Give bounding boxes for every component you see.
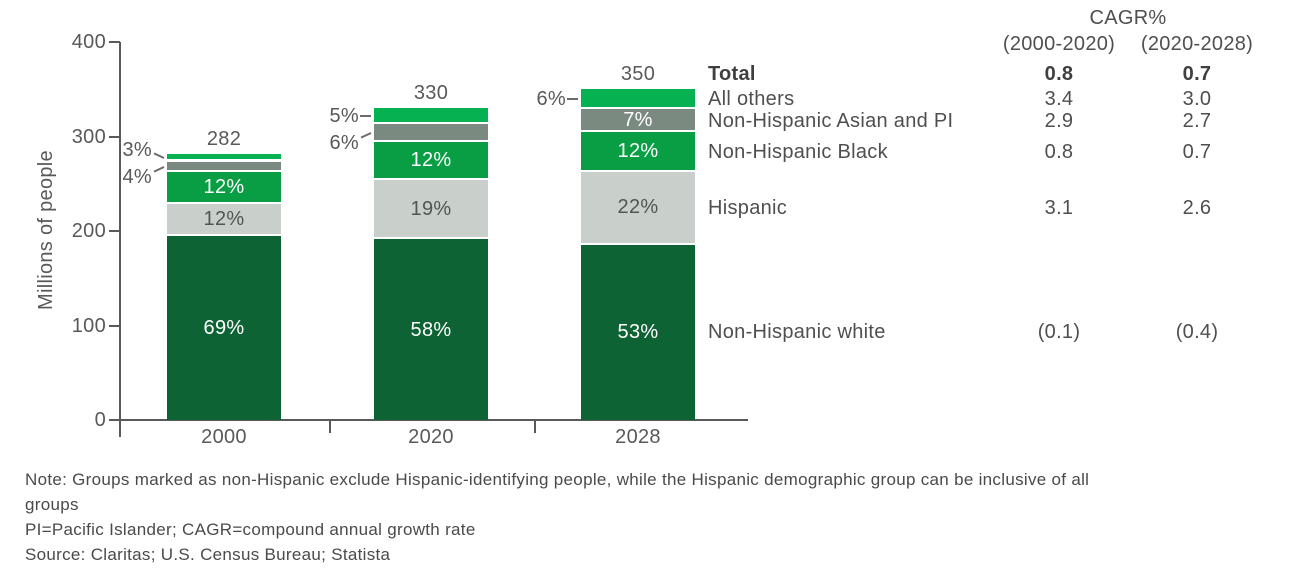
cagr-column-header-2020-2028: (2020-2028) <box>1140 33 1254 55</box>
cagr-value-2000-2020: 0.8 <box>1044 63 1074 86</box>
bar-segment-percent-label: 53% <box>617 321 659 344</box>
bar-segment-2000-non-hispanic-white: 69% <box>167 236 281 420</box>
x-axis-category-label: 2000 <box>201 426 247 448</box>
cagr-table-title: CAGR% <box>1089 7 1167 29</box>
bar-segment-percent-label: 12% <box>410 149 452 172</box>
cagr-row-label: Non-Hispanic Black <box>708 141 888 164</box>
x-axis-tick <box>329 421 331 433</box>
cagr-value-2020-2028: 2.6 <box>1182 197 1212 220</box>
y-axis-tick-label: 0 <box>94 409 106 431</box>
label-leader-line <box>153 151 165 159</box>
bar-segment-percent-label: 12% <box>617 140 659 163</box>
bar-segment-2028-hispanic: 22% <box>581 171 695 245</box>
cagr-value-2000-2020: (0.1) <box>1037 321 1081 344</box>
cagr-value-2020-2028: 3.0 <box>1182 88 1212 111</box>
label-leader-line <box>567 98 578 101</box>
cagr-value-2020-2028: 0.7 <box>1182 141 1212 164</box>
y-axis-tick <box>109 41 120 43</box>
bar-segment-2020-non-hispanic-asian-and-pi <box>374 123 488 143</box>
cagr-row-label: Non-Hispanic white <box>708 321 886 344</box>
bar-segment-2028-all-others <box>581 89 695 110</box>
footnote-line: Source: Claritas; U.S. Census Bureau; St… <box>25 545 391 564</box>
bar-segment-percent-label: 19% <box>410 197 452 220</box>
y-axis-tick <box>109 419 120 421</box>
bar-segment-percent-label-outside: 6% <box>536 88 566 111</box>
bar-segment-2028-non-hispanic-asian-and-pi: 7% <box>581 108 695 133</box>
bar-segment-2000-non-hispanic-asian-and-pi <box>167 161 281 173</box>
y-axis-tick-label: 400 <box>71 31 106 53</box>
label-leader-line <box>360 132 372 139</box>
x-axis-line <box>119 419 748 421</box>
x-axis-category-label: 2028 <box>615 426 661 448</box>
bar-segment-percent-label: 7% <box>623 108 653 131</box>
y-axis-tick <box>109 230 120 232</box>
y-axis-tick-label: 100 <box>71 314 106 337</box>
bar-segment-percent-label-outside: 5% <box>329 104 359 127</box>
cagr-value-2000-2020: 2.9 <box>1044 109 1074 132</box>
cagr-column-header-2000-2020: (2000-2020) <box>1002 33 1116 55</box>
y-axis-tick <box>109 135 120 138</box>
y-axis-line <box>119 42 121 437</box>
bar-segment-percent-label-outside: 6% <box>329 132 359 155</box>
footnote-line: PI=Pacific Islander; CAGR=compound annua… <box>25 520 476 539</box>
cagr-value-2000-2020: 3.4 <box>1044 88 1074 111</box>
bar-segment-2028-non-hispanic-white: 53% <box>581 244 695 420</box>
bar-segment-percent-label: 12% <box>203 176 245 199</box>
x-axis-tick <box>534 421 536 433</box>
bar-segment-percent-label: 12% <box>203 208 245 231</box>
bar-total-label: 282 <box>206 127 242 150</box>
y-axis-tick-label: 200 <box>71 220 106 242</box>
footnotes: Note: Groups marked as non-Hispanic excl… <box>25 467 1285 567</box>
bar-segment-percent-label: 22% <box>617 196 659 219</box>
bar-total-label: 330 <box>413 82 449 105</box>
bar-segment-percent-label: 69% <box>203 317 245 340</box>
cagr-value-2020-2028: (0.4) <box>1175 321 1219 344</box>
bar-segment-2000-all-others <box>167 153 281 162</box>
bar-segment-2000-non-hispanic-black: 12% <box>167 172 281 205</box>
bar-segment-2020-non-hispanic-black: 12% <box>374 142 488 180</box>
cagr-value-2000-2020: 0.8 <box>1044 141 1074 164</box>
bar-segment-percent-label-outside: 4% <box>122 165 152 188</box>
label-leader-line <box>360 114 371 117</box>
cagr-value-2020-2028: 2.7 <box>1182 109 1212 132</box>
cagr-row-label: Total <box>708 63 756 86</box>
bar-segment-2020-non-hispanic-white: 58% <box>374 239 488 420</box>
bar-segment-percent-label: 58% <box>410 318 452 341</box>
cagr-value-2000-2020: 3.1 <box>1044 197 1074 220</box>
bar-segment-2028-non-hispanic-black: 12% <box>581 132 695 172</box>
cagr-row-label: Hispanic <box>708 197 788 220</box>
footnote-line: Note: Groups marked as non-Hispanic excl… <box>25 470 1090 489</box>
y-axis-tick <box>109 324 120 327</box>
cagr-row-label: All others <box>708 88 795 111</box>
bar-segment-2020-hispanic: 19% <box>374 179 488 240</box>
label-leader-line <box>153 165 165 173</box>
bar-segment-2020-all-others <box>374 108 488 124</box>
cagr-row-label: Non-Hispanic Asian and PI <box>708 109 954 132</box>
cagr-value-2020-2028: 0.7 <box>1182 63 1212 86</box>
bar-total-label: 350 <box>620 63 656 86</box>
bar-segment-2000-hispanic: 12% <box>167 204 281 237</box>
y-axis-tick-label: 300 <box>71 125 106 148</box>
bar-segment-percent-label-outside: 3% <box>122 138 152 161</box>
x-axis-category-label: 2020 <box>408 426 454 448</box>
footnote-line: groups <box>25 495 79 514</box>
